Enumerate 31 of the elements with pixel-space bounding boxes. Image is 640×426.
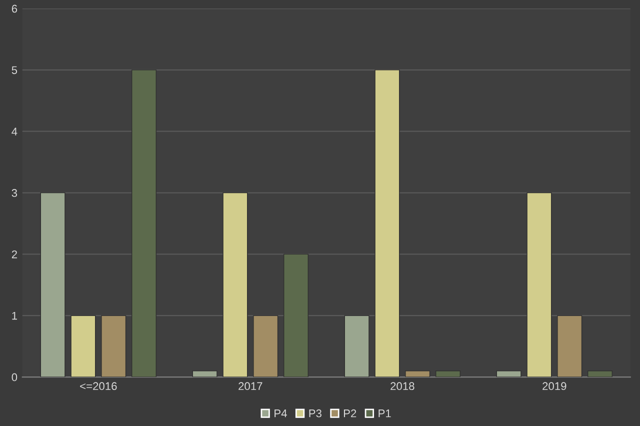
y-tick-label: 0 xyxy=(12,373,18,382)
x-tick-label: 2019 xyxy=(542,382,566,390)
bar xyxy=(557,315,582,378)
y-tick-label: 5 xyxy=(12,66,18,74)
bar xyxy=(101,315,126,378)
bar xyxy=(283,254,309,378)
bar xyxy=(496,370,522,378)
bar xyxy=(192,370,218,378)
bar xyxy=(374,70,400,378)
y-tick-label: 2 xyxy=(12,250,17,258)
bar xyxy=(131,70,157,378)
bar xyxy=(405,370,430,378)
bar xyxy=(526,192,552,378)
y-tick-label: 3 xyxy=(12,189,18,197)
bar xyxy=(435,370,461,378)
bar xyxy=(40,192,66,378)
legend-label: P2 xyxy=(344,409,356,418)
legend-label: P4 xyxy=(274,410,287,418)
x-tick-label: 2017 xyxy=(238,382,262,390)
bar xyxy=(344,315,370,378)
y-tick-label: 6 xyxy=(12,4,18,13)
bar xyxy=(222,192,248,378)
y-tick-label: 4 xyxy=(12,128,18,136)
legend-label: P1 xyxy=(378,410,391,418)
x-tick-label: <=2016 xyxy=(80,382,117,390)
bar xyxy=(587,370,613,378)
bar xyxy=(70,315,96,378)
y-tick-label: 1 xyxy=(12,312,17,320)
x-tick-label: 2018 xyxy=(390,382,414,390)
legend-label: P3 xyxy=(309,409,322,418)
bar xyxy=(253,315,278,378)
